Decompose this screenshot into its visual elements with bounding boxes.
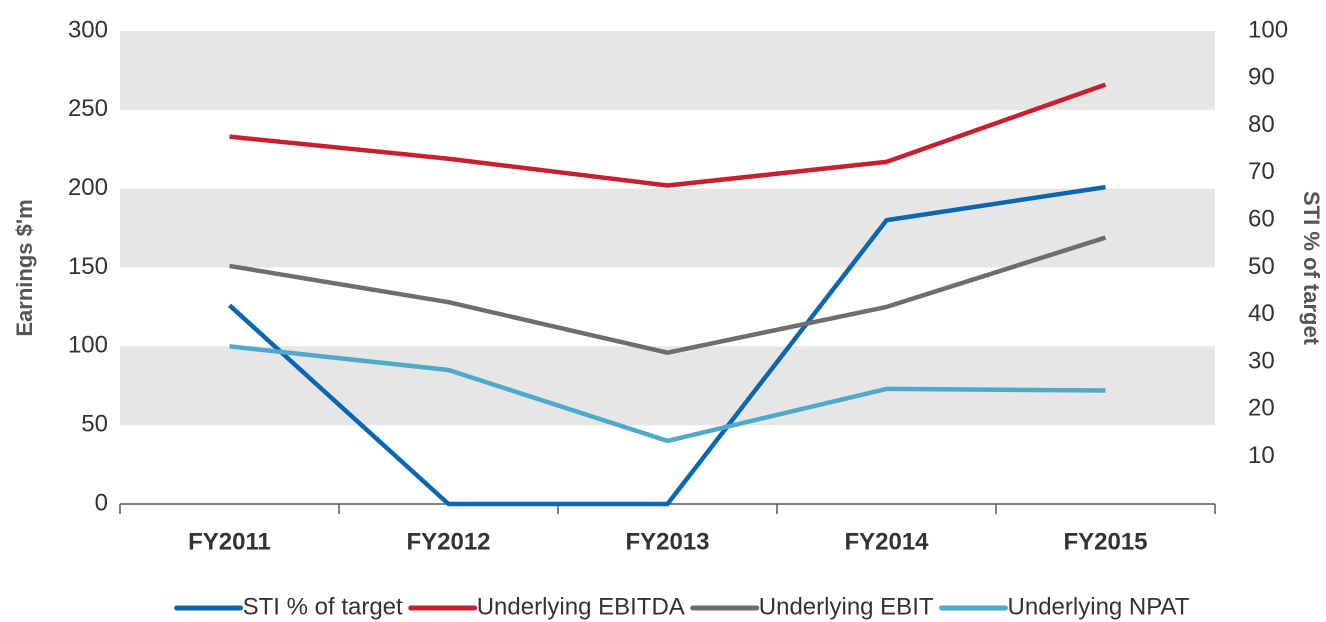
y2-tick-label: 30	[1248, 347, 1275, 374]
series-line	[229, 344, 1106, 444]
grid-band	[120, 346, 1215, 426]
y-axis-title: Earnings $'m	[12, 199, 37, 336]
legend-label: Underlying EBITDA	[477, 593, 685, 620]
legend: STI % of target Underlying EBITDA Underlyi…	[174, 593, 1190, 620]
x-tick-label: FY2013	[625, 528, 709, 555]
series-line	[229, 235, 1107, 355]
y2-tick-label: 50	[1248, 253, 1275, 280]
y-tick-label: 50	[81, 411, 108, 438]
y-tick-label: 300	[68, 16, 108, 43]
series-line	[227, 184, 1106, 507]
grid-bands	[120, 31, 1215, 426]
y-tick-label: 150	[68, 253, 108, 280]
x-tick-label: FY2011	[188, 528, 271, 555]
y-tick-label: 200	[68, 174, 108, 201]
y2-tick-label: 20	[1248, 395, 1275, 422]
y-tick-label: 0	[95, 489, 108, 516]
y2-tick-label: 10	[1248, 442, 1275, 469]
series-line	[229, 82, 1107, 188]
legend-label: Underlying EBIT	[759, 593, 934, 620]
y2-tick-label: 40	[1248, 300, 1275, 327]
y-tick-label: 250	[68, 95, 108, 122]
legend-label: STI % of target	[243, 593, 403, 620]
x-tick-label: FY2014	[844, 528, 929, 555]
x-tick-label: FY2015	[1063, 528, 1147, 555]
y2-axis-title: STI % of target	[1299, 191, 1324, 346]
x-tick-label: FY2012	[406, 528, 490, 555]
y2-tick-label: 100	[1248, 16, 1288, 43]
y2-tick-label: 70	[1248, 158, 1275, 185]
y2-tick-label: 80	[1248, 111, 1275, 138]
legend-label: Underlying NPAT	[1008, 593, 1190, 620]
y-tick-label: 100	[68, 332, 108, 359]
y2-tick-label: 60	[1248, 206, 1275, 233]
grid-band	[120, 31, 1215, 110]
grid-band	[120, 188, 1215, 268]
y2-tick-label: 90	[1248, 64, 1275, 91]
